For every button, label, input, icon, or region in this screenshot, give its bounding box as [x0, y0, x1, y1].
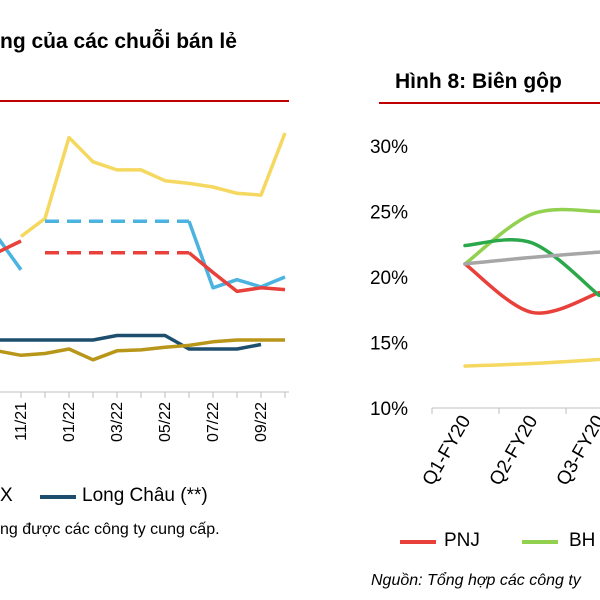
right-series-line	[463, 262, 600, 315]
right-series-line	[463, 238, 600, 298]
right-series-line	[463, 250, 600, 266]
left-legend-label-1: X	[0, 485, 13, 506]
left-legend-label-2: Long Châu (**)	[82, 485, 208, 506]
right-title-rule	[379, 102, 600, 104]
left-series-line	[0, 239, 22, 254]
right-x-tick-label: Q1-FY20	[419, 412, 476, 489]
left-x-tick-label: 11/21	[13, 402, 30, 441]
right-y-tick-label: 20%	[370, 268, 408, 289]
right-chart-title: Hình 8: Biên gộp	[395, 70, 562, 93]
left-x-tick-label: 01/22	[61, 402, 78, 442]
right-legend-label-1: PNJ	[444, 530, 480, 551]
left-title-rule	[0, 100, 289, 102]
right-y-tick-label: 15%	[370, 334, 408, 355]
left-series-line	[187, 220, 286, 290]
left-x-tick-label: 07/22	[205, 402, 222, 442]
right-x-tick-label: Q2-FY20	[486, 412, 543, 489]
left-series-line	[0, 338, 285, 362]
right-series-line	[463, 357, 600, 368]
left-x-tick-label: 03/22	[109, 402, 126, 442]
left-x-tick-label: 09/22	[253, 402, 270, 442]
right-source-note: Nguồn: Tổng hợp các công ty	[371, 572, 581, 589]
right-legend-label-2: BH	[569, 530, 596, 551]
left-series-line	[0, 333, 262, 351]
left-series-line	[187, 251, 286, 294]
left-x-tick-label: 05/22	[157, 402, 174, 442]
right-y-tick-label: 10%	[370, 399, 408, 420]
left-source-note: ng được các công ty cung cấp.	[0, 521, 220, 538]
right-y-tick-label: 25%	[370, 203, 408, 224]
right-y-tick-label: 30%	[370, 137, 408, 158]
right-x-tick-label: Q3-FY20	[553, 412, 600, 489]
left-series-line	[19, 132, 287, 238]
left-chart-title: ng của các chuỗi bán lẻ	[0, 30, 237, 53]
left-series-line	[0, 237, 23, 271]
right-series-line	[463, 207, 600, 266]
